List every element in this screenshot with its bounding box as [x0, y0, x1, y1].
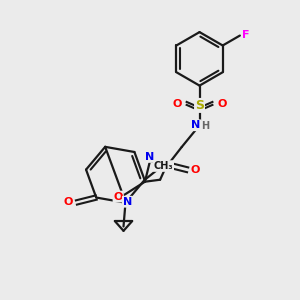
Text: O: O [113, 192, 123, 202]
Text: O: O [191, 165, 200, 175]
Text: S: S [195, 99, 204, 112]
Text: CH₃: CH₃ [154, 161, 173, 171]
Text: F: F [242, 30, 250, 40]
Text: N: N [123, 197, 132, 207]
Text: O: O [172, 99, 182, 110]
Text: O: O [218, 99, 227, 110]
Text: O: O [64, 197, 73, 208]
Text: N: N [191, 120, 200, 130]
Text: N: N [146, 152, 154, 162]
Text: H: H [201, 121, 209, 131]
